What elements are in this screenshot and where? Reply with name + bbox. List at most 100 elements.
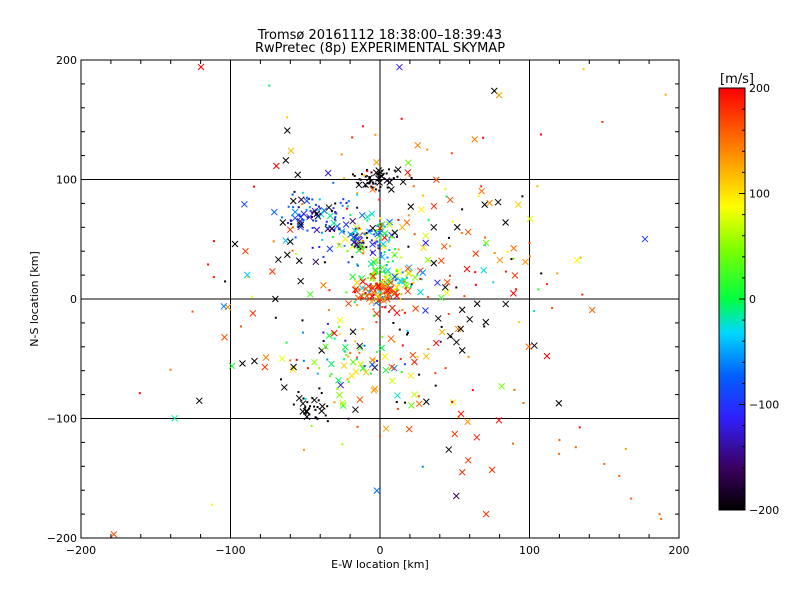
data-point-dot [338,325,341,328]
data-point-dot [322,255,325,258]
data-point-dot [324,414,327,417]
data-point-cross [417,206,425,213]
data-point-dot [207,263,210,266]
data-point-dot [492,281,495,284]
data-point-dot [358,351,361,354]
data-point-cross [297,221,305,229]
data-point-dot [395,288,398,291]
data-point-dot [302,359,305,362]
data-point-dot [363,365,366,368]
data-point-dot [394,279,397,282]
data-point-cross [356,342,364,350]
colorbar-tick-label: −100 [749,399,779,412]
data-point-cross [302,407,310,415]
data-point-dot [379,185,382,188]
data-point-dot [345,207,348,210]
data-point-cross [420,244,427,251]
data-point-dot [356,192,359,195]
data-point-dot [365,168,368,171]
data-point-dot [399,357,402,360]
data-point-cross [306,213,313,221]
data-point-cross [480,266,488,274]
data-point-cross [445,446,453,453]
data-point-dot [369,180,372,183]
data-point-cross [375,167,383,174]
data-point-cross [299,400,307,407]
data-point-dot [427,218,430,221]
data-point-cross [374,230,381,238]
data-point-dot [372,277,375,280]
data-point-dot [388,238,391,241]
data-point-cross [231,240,239,248]
data-point-cross [396,277,404,285]
data-point-cross [457,325,465,333]
data-point-dot [369,288,372,291]
data-point-cross [437,294,445,302]
data-point-dot [512,257,515,260]
data-point-cross [438,328,446,336]
data-point-dot [374,182,377,185]
data-point-dot [515,288,518,291]
data-point-cross [242,247,249,255]
data-point-dot [374,300,377,303]
data-point-cross [481,201,489,208]
data-point-cross [404,265,412,273]
data-point-cross [430,223,438,231]
data-point-dot [393,169,396,172]
data-point-dot [374,133,377,136]
data-point-cross [221,333,228,341]
data-point-dot [377,283,380,286]
data-point-cross [443,278,451,286]
data-point-dot [320,391,323,394]
data-point-cross [414,141,422,149]
data-point-dot [306,401,309,404]
data-point-dot [393,177,396,180]
data-point-cross [289,366,297,373]
data-point-dot [376,359,379,362]
data-point-cross [278,355,286,363]
data-point-cross [434,315,442,322]
data-point-dot [388,248,391,251]
data-point-dot [407,245,410,248]
data-point-dot [376,298,379,301]
data-point-cross [339,399,346,407]
data-point-dot [427,347,430,350]
data-point-dot [337,228,340,231]
data-point-dot [493,252,496,255]
data-point-cross [289,197,297,205]
data-point-dot [334,202,337,205]
data-point-dot [333,337,336,340]
data-point-cross [555,399,563,407]
data-point-dot [422,194,425,197]
data-point-dot [401,271,404,274]
data-point-dot [451,400,454,403]
data-point-cross [291,208,299,216]
data-point-dot [280,378,283,381]
data-point-cross [378,344,386,352]
data-point-dot [384,275,387,278]
data-point-cross [422,232,429,240]
data-point-dot [401,344,404,347]
data-point-dot [379,435,381,438]
data-point-dot [410,176,413,179]
data-point-dot [397,248,400,251]
data-point-dot [447,236,450,239]
data-point-dot [529,255,532,258]
data-point-dot [324,223,327,226]
data-point-dot [169,368,172,371]
data-point-cross [336,391,343,399]
data-point-dot [301,319,304,322]
data-point-cross [347,231,355,238]
data-point-dot [400,293,403,296]
data-point-cross [320,281,327,289]
data-point-cross [325,204,333,211]
data-point-dot [318,216,321,219]
data-point-dot [373,271,376,274]
data-point-dot [272,240,275,243]
data-point-cross [399,223,406,231]
data-point-cross [495,416,503,424]
data-point-dot [404,401,407,404]
data-point-dot [370,239,373,242]
data-point-dot [321,238,324,241]
